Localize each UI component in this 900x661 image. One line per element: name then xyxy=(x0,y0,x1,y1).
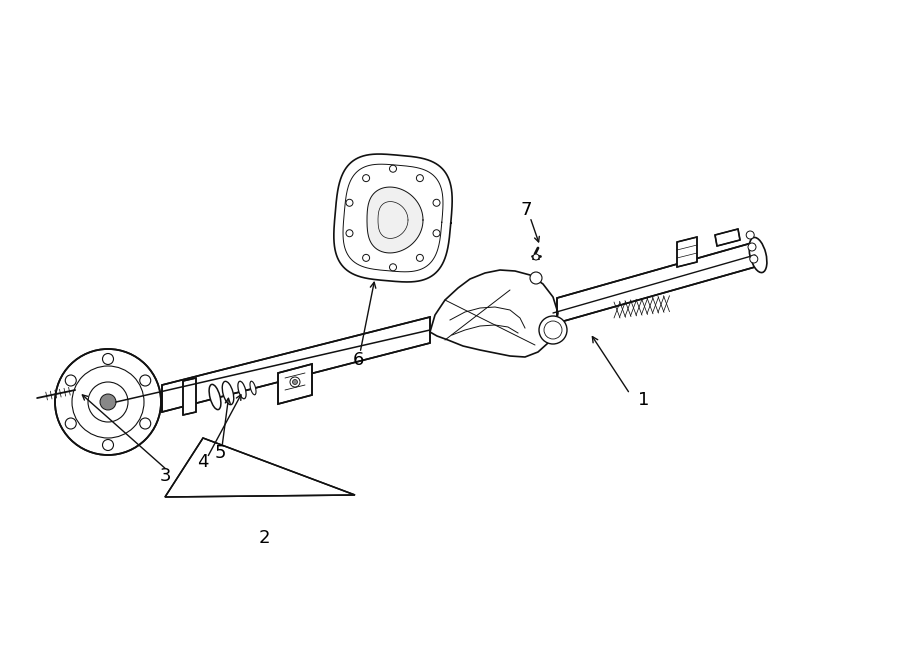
Circle shape xyxy=(66,418,77,429)
Polygon shape xyxy=(715,229,740,246)
Circle shape xyxy=(290,377,300,387)
Circle shape xyxy=(140,375,150,386)
Text: 5: 5 xyxy=(214,444,226,462)
Circle shape xyxy=(103,354,113,364)
Ellipse shape xyxy=(209,385,220,410)
Circle shape xyxy=(363,254,370,261)
Text: 4: 4 xyxy=(197,453,209,471)
Polygon shape xyxy=(278,364,312,404)
Circle shape xyxy=(533,254,539,260)
Circle shape xyxy=(539,316,567,344)
Circle shape xyxy=(750,255,758,263)
Text: 7: 7 xyxy=(520,201,532,219)
Circle shape xyxy=(433,199,440,206)
Circle shape xyxy=(530,272,542,284)
Text: 3: 3 xyxy=(159,467,171,485)
Circle shape xyxy=(100,394,116,410)
Circle shape xyxy=(346,230,353,237)
Circle shape xyxy=(103,440,113,451)
Circle shape xyxy=(55,349,161,455)
Circle shape xyxy=(346,199,353,206)
Circle shape xyxy=(417,175,423,182)
Ellipse shape xyxy=(250,381,256,395)
Polygon shape xyxy=(183,378,196,415)
Text: 2: 2 xyxy=(258,529,270,547)
Circle shape xyxy=(390,165,397,173)
Ellipse shape xyxy=(222,381,234,405)
Circle shape xyxy=(140,418,150,429)
Polygon shape xyxy=(334,154,452,282)
Text: 6: 6 xyxy=(352,351,364,369)
Polygon shape xyxy=(367,187,423,253)
Polygon shape xyxy=(557,242,755,323)
Circle shape xyxy=(292,379,298,385)
Ellipse shape xyxy=(238,381,246,399)
Circle shape xyxy=(746,231,754,239)
Circle shape xyxy=(433,230,440,237)
Text: 1: 1 xyxy=(638,391,650,409)
Circle shape xyxy=(748,243,756,251)
Circle shape xyxy=(66,375,77,386)
Polygon shape xyxy=(162,317,430,412)
Ellipse shape xyxy=(749,237,767,272)
Polygon shape xyxy=(165,438,355,497)
Polygon shape xyxy=(430,270,558,357)
Circle shape xyxy=(363,175,370,182)
Circle shape xyxy=(417,254,423,261)
Polygon shape xyxy=(677,237,697,267)
Circle shape xyxy=(390,264,397,271)
